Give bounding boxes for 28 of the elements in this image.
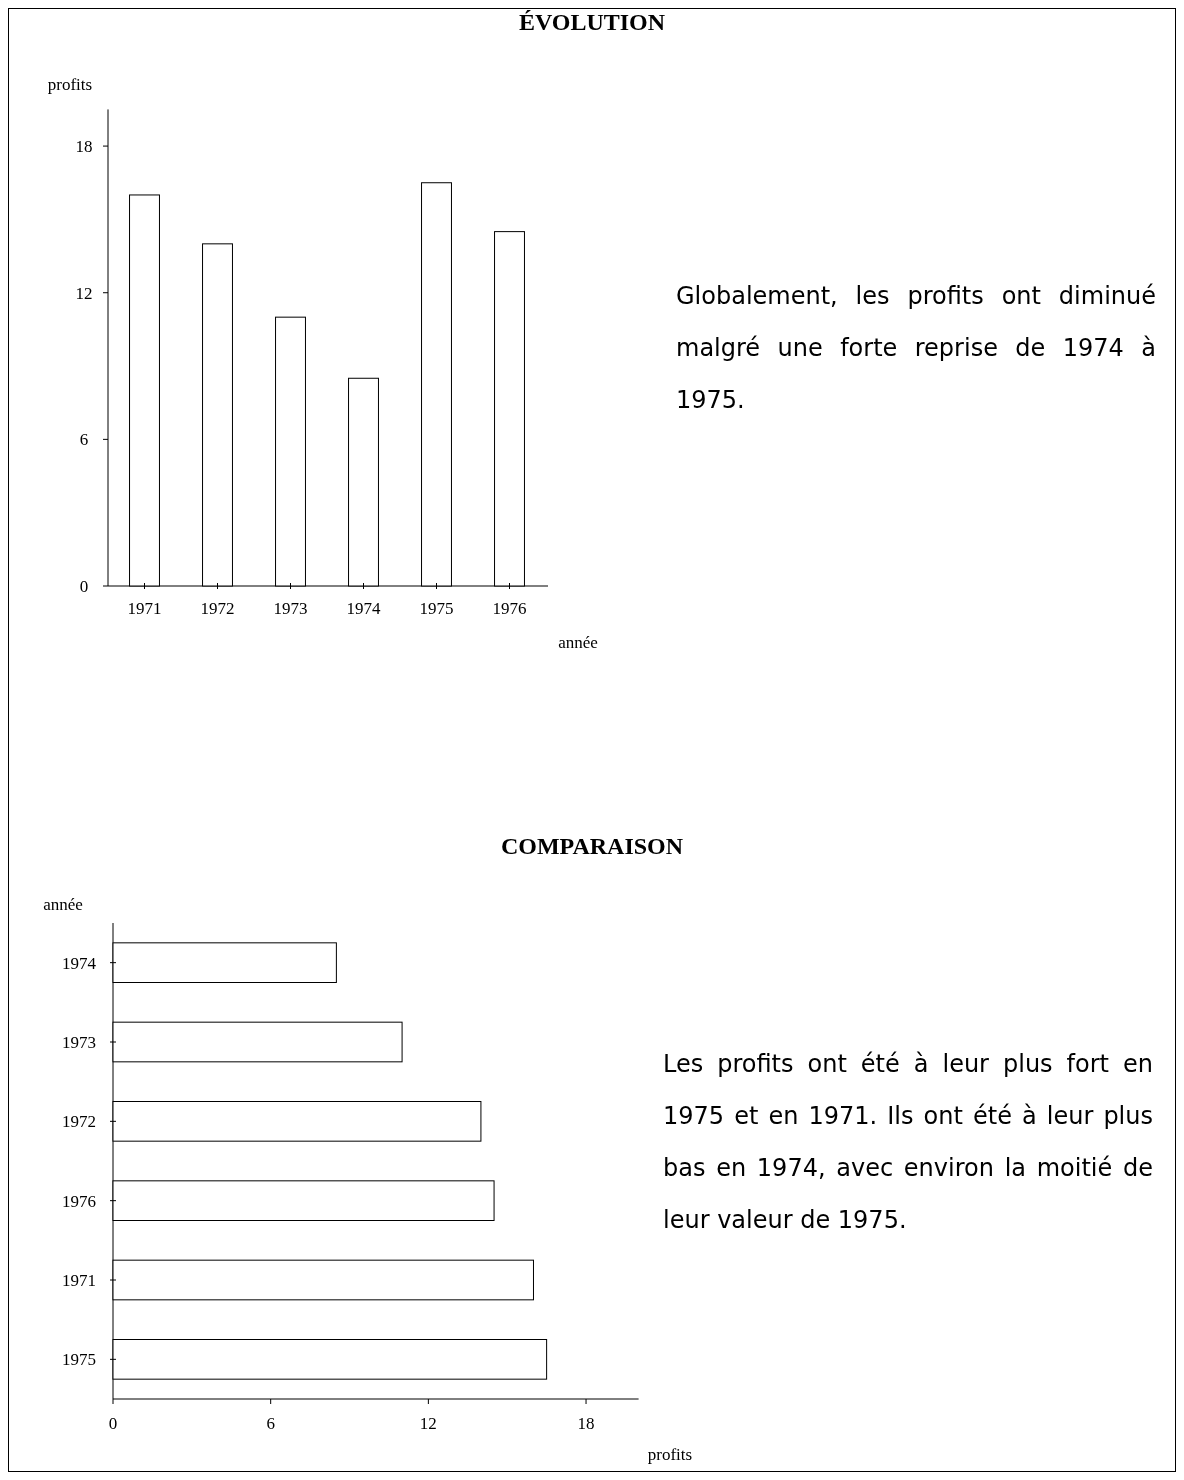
y-tick-label: 12 xyxy=(75,283,93,303)
x-tick-label: 18 xyxy=(577,1414,595,1433)
chart-title: COMPARAISON xyxy=(500,833,684,859)
y-tick-label: 1973 xyxy=(62,1032,96,1052)
text: Les profits ont été à leur plus fort en 1975 et en 1971. Ils ont été à leur plus bas en 1974, avec environ la moitié de leur valeur de 1975. xyxy=(663,1049,1153,1236)
x-tick-label: 12 xyxy=(419,1414,437,1433)
x-axis-title: profits xyxy=(647,1445,693,1464)
y-tick-label: 1972 xyxy=(62,1112,96,1132)
x-axis-title: année xyxy=(558,633,598,652)
x-tick-label: 1972 xyxy=(200,599,235,618)
chart-title: ÉVOLUTION xyxy=(518,9,666,35)
x-tick-label: 1973 xyxy=(273,599,308,618)
y-tick-label: 1974 xyxy=(62,953,97,973)
x-tick-label: 6 xyxy=(266,1414,275,1433)
y-tick-label: 6 xyxy=(79,430,89,450)
y-tick-label: 1975 xyxy=(62,1350,96,1370)
x-tick-label: 1971 xyxy=(127,599,162,618)
x-tick-label: 0 xyxy=(108,1414,118,1433)
text: Globalement, les profits ont diminué malgré une forte reprise de 1974 à 1975. xyxy=(676,281,1156,416)
y-tick-label: 1976 xyxy=(62,1191,96,1211)
y-axis-title: profits xyxy=(47,75,93,94)
y-tick-label: 1971 xyxy=(62,1270,96,1290)
y-tick-label: 18 xyxy=(75,137,93,157)
x-tick-label: 1976 xyxy=(492,599,527,618)
x-tick-label: 1975 xyxy=(419,599,454,618)
y-axis-title: année xyxy=(43,895,83,914)
x-tick-label: 1974 xyxy=(346,599,381,618)
y-tick-label: 0 xyxy=(79,576,89,596)
